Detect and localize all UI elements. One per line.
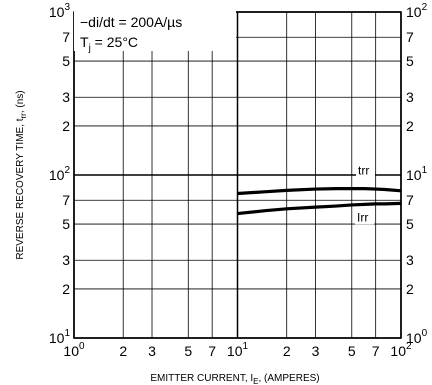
curve-label-irr: Irr — [357, 210, 368, 224]
y-axis-title: REVERSE RECOVERY TIME, trr, (ns) — [15, 90, 28, 259]
curve-label-bg — [355, 210, 374, 225]
y-tick-label-left: 5 — [62, 53, 70, 69]
x-tick-label: 102 — [390, 341, 412, 359]
annotation-box — [74, 11, 236, 51]
x-tick-label: 3 — [148, 343, 156, 359]
y-tick-label-left: 5 — [62, 216, 70, 232]
y-tick-label-right: 3 — [406, 252, 414, 268]
y-tick-label-right: 3 — [406, 89, 414, 105]
x-tick-label: 5 — [184, 343, 192, 359]
tick-labels: 100 2 3 5 7 101 2 3 5 7 10210123571022357103100235… — [49, 2, 428, 359]
y-tick-label-left: 7 — [62, 192, 70, 208]
plot-frame — [73, 11, 402, 339]
curve-label-trr: trr — [358, 163, 369, 177]
series-line-trr — [237, 187, 402, 196]
x-tick-label: 7 — [208, 343, 216, 359]
x-tick-label: 5 — [348, 343, 356, 359]
series-line-irr — [237, 201, 402, 216]
y-tick-label-left: 101 — [49, 328, 71, 346]
y-tick-label-left: 3 — [62, 89, 70, 105]
curve-label-bg — [356, 163, 375, 178]
y-tick-label-right: 5 — [406, 216, 414, 232]
y-tick-label-right: 5 — [406, 53, 414, 69]
x-tick-label: 3 — [312, 343, 320, 359]
x-tick-label: 2 — [119, 343, 127, 359]
y-tick-label-right: 2 — [406, 118, 414, 134]
y-tick-label-left: 2 — [62, 281, 70, 297]
y-tick-label-right: 101 — [406, 165, 428, 183]
x-axis-title: EMITTER CURRENT, IE, (AMPERES) — [150, 373, 319, 385]
y-tick-label-right: 100 — [406, 328, 428, 346]
series-group: trr Irr — [237, 163, 402, 225]
x-tick-label: 2 — [283, 343, 291, 359]
y-tick-label-left: 7 — [62, 29, 70, 45]
grid — [73, 11, 402, 339]
y-tick-label-right: 7 — [406, 192, 414, 208]
y-tick-label-right: 102 — [406, 2, 428, 20]
y-tick-label-left: 102 — [49, 165, 71, 183]
y-tick-label-left: 103 — [49, 2, 71, 20]
annotation-tj: Tj = 25°C — [80, 34, 138, 54]
x-tick-label: 7 — [372, 343, 380, 359]
y-tick-label-right: 2 — [406, 281, 414, 297]
annotation-didt: −di/dt = 200A/µs — [80, 14, 182, 30]
x-tick-label: 101 — [227, 341, 249, 359]
x-tick-label: 100 — [63, 341, 85, 359]
y-tick-label-left: 2 — [62, 118, 70, 134]
y-tick-label-right: 7 — [406, 29, 414, 45]
y-tick-label-left: 3 — [62, 252, 70, 268]
